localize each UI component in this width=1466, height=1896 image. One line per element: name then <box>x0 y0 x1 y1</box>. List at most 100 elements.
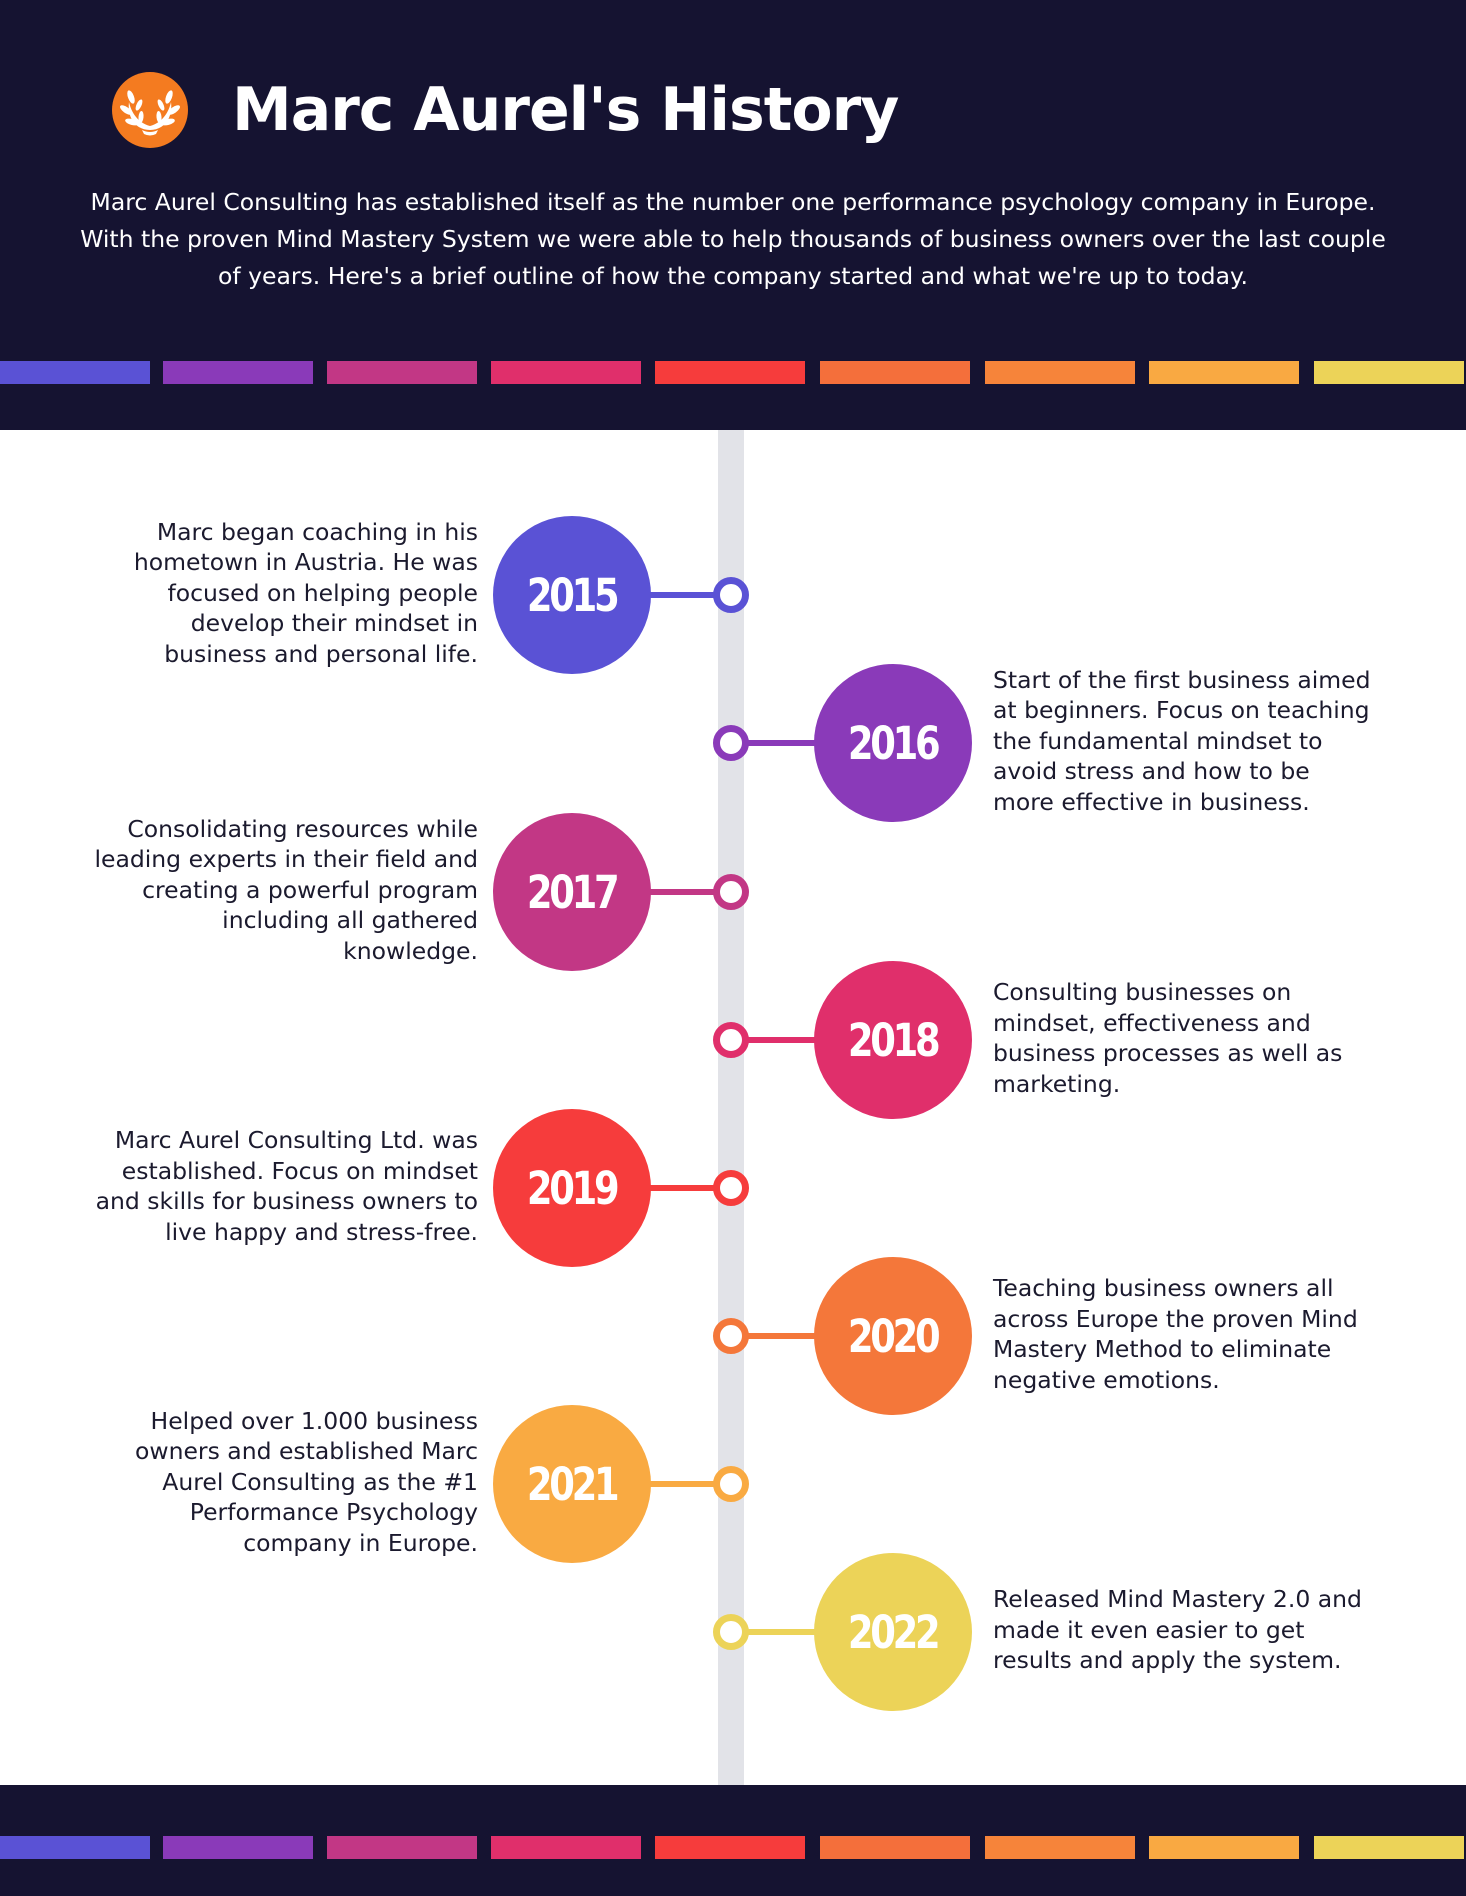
description-line: creating a powerful program <box>142 875 478 904</box>
event-description: Consulting businesses on mindset, effecti… <box>993 977 1413 1099</box>
year-label: 2017 <box>527 865 620 919</box>
logo <box>112 72 188 148</box>
year-circle: 2020 <box>814 1257 972 1415</box>
page-title: Marc Aurel's History <box>232 75 899 145</box>
description-line: Start of the first business aimed <box>993 665 1371 694</box>
description-line: and skills for business owners to <box>95 1187 478 1215</box>
description-line: avoid stress and how to be <box>993 757 1310 786</box>
stripe-segment <box>985 1836 1135 1859</box>
description-line: established. Focus on mindset <box>121 1156 478 1185</box>
description-line: leading experts in their field and <box>94 845 478 874</box>
stripe-segment <box>655 361 805 384</box>
description-line: at beginners. Focus on teaching <box>993 696 1370 725</box>
timeline-axis <box>718 430 744 1785</box>
stripe-segment <box>1149 1836 1299 1859</box>
connector-line <box>731 1629 817 1635</box>
year-circle: 2015 <box>493 516 651 674</box>
stripe-segment <box>655 1836 805 1859</box>
timeline-node <box>713 874 749 910</box>
event-description: Teaching business owners all across Europ… <box>993 1273 1413 1395</box>
year-label: 2022 <box>848 1605 941 1659</box>
year-label: 2015 <box>527 568 620 622</box>
stripe-segment <box>0 361 150 384</box>
description-line: more effective in business. <box>993 787 1310 816</box>
stripe-segment <box>163 1836 313 1859</box>
connector-line <box>731 1333 817 1339</box>
description-line: Marc began coaching in his <box>156 517 478 546</box>
intro-line: of years. Here's a brief outline of how … <box>217 262 1249 290</box>
year-circle: 2017 <box>493 813 651 971</box>
year-label: 2019 <box>527 1161 620 1215</box>
stripe-segment <box>491 1836 641 1859</box>
stripe-segment <box>820 1836 970 1859</box>
description-line: knowledge. <box>343 936 478 965</box>
connector-line <box>650 592 732 598</box>
description-line: made it even easier to get <box>993 1615 1305 1644</box>
year-label: 2021 <box>527 1457 620 1511</box>
year-label: 2020 <box>848 1309 941 1363</box>
event-description: Marc Aurel Consulting Ltd. was establishe… <box>60 1125 478 1247</box>
description-line: results and apply the system. <box>993 1646 1342 1675</box>
description-line: hometown in Austria. He was <box>133 548 478 577</box>
timeline-node <box>713 577 749 613</box>
event-description: Marc began coaching in his hometown in Au… <box>60 517 478 670</box>
laurel-wreath-icon <box>120 90 180 136</box>
color-stripe-bar <box>0 1836 1466 1859</box>
timeline-node <box>713 1022 749 1058</box>
stripe-segment <box>0 1836 150 1859</box>
year-circle: 2022 <box>814 1553 972 1711</box>
description-line: Helped over 1.000 business <box>150 1406 478 1435</box>
year-circle: 2019 <box>493 1109 651 1267</box>
description-line: Mastery Method to eliminate <box>993 1335 1332 1363</box>
timeline-node <box>713 1318 749 1354</box>
description-line: mindset, effectiveness and <box>993 1008 1311 1037</box>
intro-text: Marc Aurel Consulting has established it… <box>70 184 1396 295</box>
connector-line <box>650 1481 732 1487</box>
timeline-node <box>713 1466 749 1502</box>
stripe-segment <box>327 361 477 384</box>
event-description: Start of the first business aimed at begi… <box>993 665 1413 818</box>
year-circle: 2016 <box>814 664 972 822</box>
connector-line <box>731 740 817 746</box>
description-line: business processes as well as <box>993 1039 1343 1067</box>
timeline-node <box>713 1614 749 1650</box>
description-line: Performance Psychology <box>189 1498 478 1527</box>
stripe-segment <box>820 361 970 384</box>
intro-line: With the proven Mind Mastery System we w… <box>80 225 1386 253</box>
event-description: Released Mind Mastery 2.0 and made it eve… <box>993 1584 1413 1676</box>
description-line: the fundamental mindset to <box>993 726 1323 755</box>
stripe-segment <box>1314 361 1464 384</box>
description-line: Marc Aurel Consulting Ltd. was <box>114 1126 478 1154</box>
year-circle: 2018 <box>814 961 972 1119</box>
description-line: owners and established Marc <box>134 1437 478 1466</box>
description-line: negative emotions. <box>993 1365 1220 1394</box>
description-line: focused on helping people <box>167 578 478 607</box>
footer-banner <box>0 1785 1466 1896</box>
description-line: Consulting businesses on <box>993 978 1292 1006</box>
description-line: Aurel Consulting as the #1 <box>162 1467 478 1496</box>
description-line: Consolidating resources while <box>127 814 478 843</box>
stripe-segment <box>985 361 1135 384</box>
connector-line <box>650 1185 732 1191</box>
stripe-segment <box>327 1836 477 1859</box>
connector-line <box>731 1037 817 1043</box>
year-circle: 2021 <box>493 1405 651 1563</box>
description-line: including all gathered <box>222 906 478 935</box>
connector-line <box>650 889 732 895</box>
year-label: 2018 <box>848 1013 941 1067</box>
stripe-segment <box>163 361 313 384</box>
timeline-node <box>713 1170 749 1206</box>
header-banner: Marc Aurel's History Marc Aurel Consulti… <box>0 0 1466 430</box>
description-line: develop their mindset in <box>190 609 478 638</box>
stripe-segment <box>491 361 641 384</box>
stripe-segment <box>1149 361 1299 384</box>
description-line: across Europe the proven Mind <box>993 1304 1358 1333</box>
event-description: Helped over 1.000 business owners and est… <box>60 1406 478 1559</box>
description-line: Released Mind Mastery 2.0 and <box>993 1585 1362 1614</box>
stripe-segment <box>1314 1836 1464 1859</box>
timeline-node <box>713 725 749 761</box>
intro-line: Marc Aurel Consulting has established it… <box>90 188 1376 216</box>
description-line: marketing. <box>993 1069 1121 1098</box>
color-stripe-bar <box>0 361 1466 384</box>
event-description: Consolidating resources while leading exp… <box>60 814 478 967</box>
